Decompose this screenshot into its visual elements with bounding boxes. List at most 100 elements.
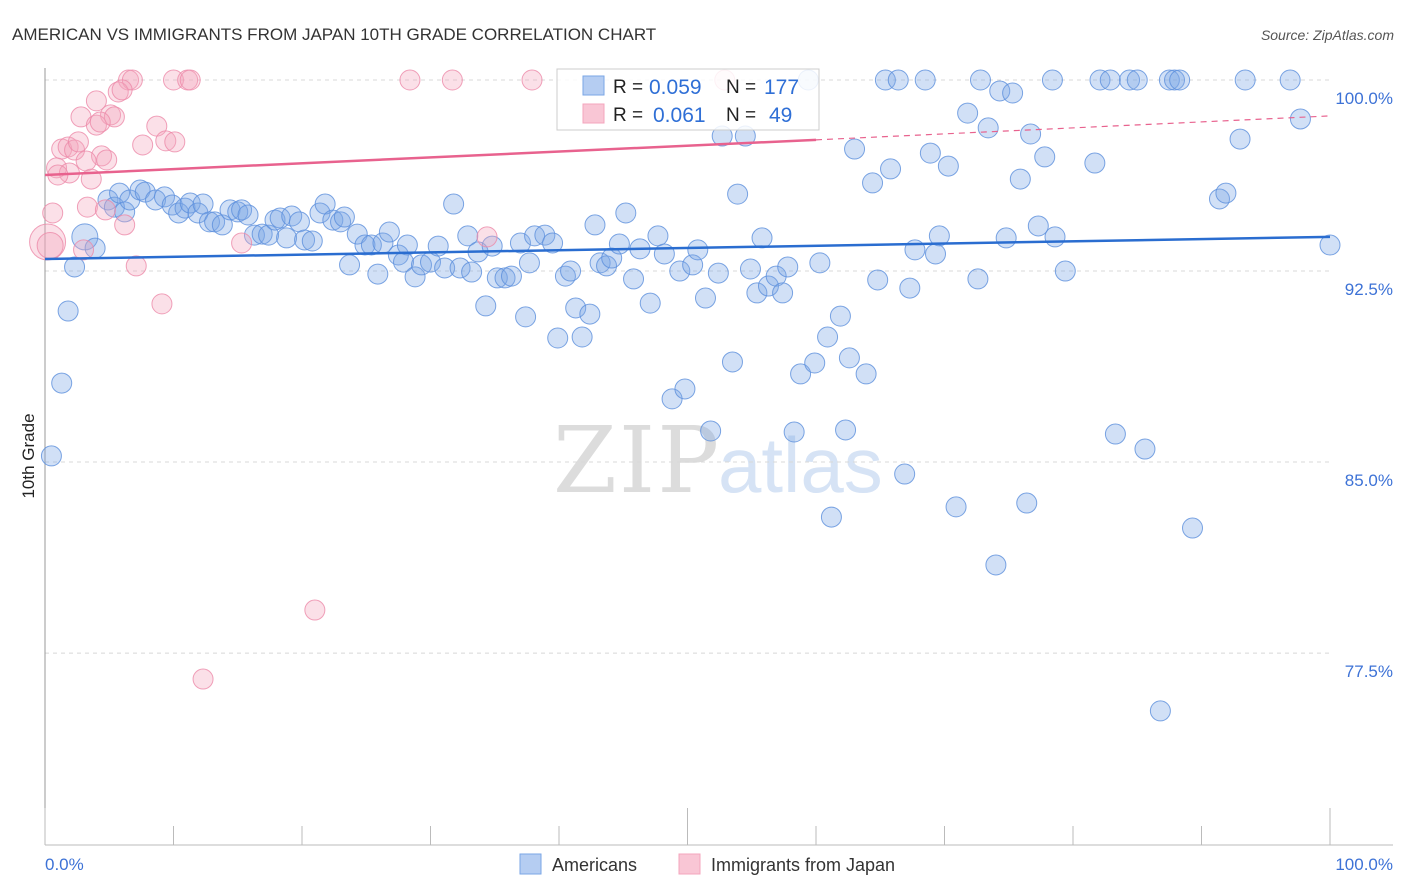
japan-point	[476, 226, 498, 248]
american-point	[727, 183, 749, 205]
americans-trend-line	[44, 235, 1331, 261]
american-point	[457, 225, 479, 247]
american-point	[198, 211, 220, 233]
axes	[44, 68, 1393, 846]
american-point	[584, 214, 606, 236]
american-point	[333, 206, 355, 228]
american-point	[346, 223, 368, 245]
japan-point	[85, 114, 107, 136]
american-point	[1027, 215, 1049, 237]
japan-point	[94, 199, 116, 221]
american-point	[1034, 146, 1056, 168]
american-point	[515, 306, 537, 328]
american-point	[855, 363, 877, 385]
american-point	[817, 326, 839, 348]
americans-n-label: N =	[726, 77, 756, 98]
american-point	[639, 292, 661, 314]
american-point	[919, 142, 941, 164]
japan-point	[132, 134, 154, 156]
svg-text:atlas: atlas	[718, 421, 883, 509]
japan-point	[57, 136, 79, 158]
y-axis-label: 10th Grade	[19, 413, 38, 498]
american-point	[937, 155, 959, 177]
american-point	[1208, 188, 1230, 210]
american-point	[914, 69, 936, 91]
american-point	[219, 199, 241, 221]
japan-trend-line	[44, 138, 817, 177]
american-point	[404, 266, 426, 288]
japan-point	[76, 196, 98, 218]
americans-r-value: 0.059	[649, 76, 702, 99]
legend-japan-swatch	[678, 853, 701, 875]
american-point	[790, 363, 812, 385]
american-point	[475, 295, 497, 317]
american-point	[1044, 226, 1066, 248]
japan-point	[399, 69, 421, 91]
japan-trend-line-extension	[815, 115, 1331, 141]
american-point	[707, 262, 729, 284]
american-point	[264, 209, 286, 231]
american-point	[653, 243, 675, 265]
american-point	[500, 265, 522, 287]
american-point	[1126, 69, 1148, 91]
japan-n-value: 49	[769, 104, 792, 127]
american-point	[443, 193, 465, 215]
american-point	[509, 232, 531, 254]
japan-point	[100, 104, 122, 126]
american-point	[1182, 517, 1204, 539]
japan-point	[521, 69, 543, 91]
american-point	[1041, 69, 1063, 91]
american-point	[772, 282, 794, 304]
japan-n-label: N =	[726, 105, 756, 126]
american-point	[114, 201, 136, 223]
american-point	[894, 463, 916, 485]
japan-point	[85, 90, 107, 112]
american-point	[411, 254, 433, 276]
american-point	[615, 202, 637, 224]
x-ticks	[44, 808, 1331, 845]
american-point	[396, 234, 418, 256]
american-point	[378, 221, 400, 243]
american-point	[251, 223, 273, 245]
american-point	[276, 227, 298, 249]
americans-points	[40, 69, 1341, 722]
american-point	[647, 225, 669, 247]
japan-point	[114, 214, 136, 236]
american-point	[804, 352, 826, 374]
japan-points	[29, 69, 736, 690]
stats-legend: R = 0.059 N = 177 R = 0.061 N = 49	[556, 68, 820, 131]
american-point	[1229, 128, 1251, 150]
american-point	[40, 445, 62, 467]
american-point	[64, 256, 86, 278]
americans-n-value: 177	[764, 76, 799, 99]
american-point	[129, 179, 151, 201]
american-point	[957, 102, 979, 124]
american-point	[1009, 168, 1031, 190]
legend-americans-swatch	[519, 853, 542, 875]
american-point	[835, 419, 857, 441]
japan-point	[96, 149, 118, 171]
american-point	[1016, 492, 1038, 514]
japan-r-label: R =	[613, 105, 643, 126]
trend-lines	[44, 115, 1331, 261]
japan-point	[46, 157, 68, 179]
y-tick-label: 85.0%	[1345, 471, 1393, 490]
american-point	[237, 204, 259, 226]
american-point	[461, 261, 483, 283]
american-point	[623, 268, 645, 290]
american-point	[1279, 69, 1301, 91]
japan-point	[125, 255, 147, 277]
american-point	[547, 327, 569, 349]
american-point	[518, 252, 540, 274]
y-tick-label: 100.0%	[1335, 89, 1393, 108]
american-point	[844, 138, 866, 160]
american-point	[192, 193, 214, 215]
american-point	[1084, 152, 1106, 174]
american-point	[874, 69, 896, 91]
japan-point	[73, 239, 95, 261]
american-point	[1054, 260, 1076, 282]
american-point	[829, 305, 851, 327]
american-point	[339, 254, 361, 276]
y-tick-labels: 100.0% 92.5% 85.0% 77.5%	[1335, 89, 1393, 681]
